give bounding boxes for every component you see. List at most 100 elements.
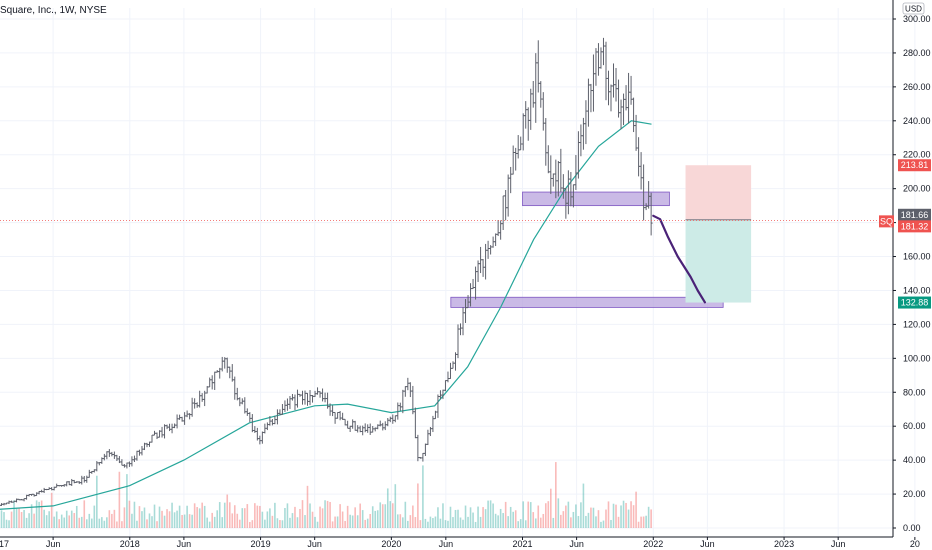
candle [594, 48, 598, 86]
volume-bar [304, 515, 306, 528]
candle [423, 443, 427, 456]
candle [230, 364, 234, 382]
candle [459, 323, 463, 336]
candle [198, 390, 202, 408]
candle [195, 402, 199, 408]
volume-bar [645, 515, 647, 528]
x-tick-label: Jun [831, 539, 846, 549]
volume-bar [381, 504, 384, 528]
svg-text:181.32: 181.32 [901, 221, 929, 231]
candle [225, 357, 229, 373]
volume-bar [88, 513, 91, 528]
candle [383, 421, 387, 431]
candle [378, 420, 382, 427]
candle [105, 451, 109, 460]
volume-bar [319, 506, 321, 528]
volume-bar [183, 514, 186, 528]
position-tool[interactable] [685, 165, 752, 303]
volume-bar [329, 501, 331, 528]
volume-bar [321, 508, 324, 528]
volume-bar [429, 516, 432, 528]
volume-bar [457, 509, 459, 528]
volume-bar [173, 512, 176, 528]
volume-bar [359, 503, 361, 528]
volume-bar [301, 500, 304, 528]
volume-bar [324, 500, 326, 528]
volume-bar [18, 507, 20, 528]
volume-bar [472, 512, 474, 528]
volume-bar [186, 505, 188, 528]
volume-bar [484, 509, 487, 528]
candle [504, 190, 508, 221]
volume-bar [251, 520, 254, 528]
volume-bar [640, 516, 642, 528]
position-stop-area[interactable] [685, 165, 752, 220]
volume-bar [266, 511, 269, 528]
volume-bar [38, 501, 40, 528]
volume-bar [366, 518, 369, 528]
price-candles [0, 37, 653, 506]
currency-badge[interactable]: USD [902, 2, 925, 15]
volume-bar [123, 507, 126, 528]
volume-bar [635, 491, 637, 528]
volume-bar [424, 518, 427, 528]
volume-bar [542, 513, 545, 528]
candle [290, 393, 294, 401]
volume-bar [13, 500, 15, 528]
candle [511, 145, 515, 175]
candle [529, 88, 533, 130]
candle [300, 390, 304, 405]
volume-bar [612, 503, 615, 528]
x-tick-label: 20 [910, 539, 920, 549]
volume-bar [427, 521, 429, 528]
volume-bar [532, 512, 535, 528]
candle [634, 114, 638, 151]
volume-bar [529, 502, 532, 528]
volume-bar [517, 521, 520, 528]
volume-bar [454, 509, 457, 528]
zones [450, 191, 724, 308]
candle [461, 307, 465, 336]
support-zone[interactable] [450, 296, 724, 308]
volume-bar [48, 511, 50, 528]
y-tick-label: 20.00 [903, 489, 926, 499]
volume-bar [447, 520, 449, 528]
volume-bar [507, 516, 509, 528]
candle [551, 173, 555, 187]
volume-bar [444, 520, 447, 528]
volume-bar [58, 519, 60, 528]
volume-bar [432, 518, 434, 528]
candle [494, 233, 498, 247]
volume-bar [161, 510, 163, 528]
candle [606, 70, 610, 106]
volume-bar [597, 510, 600, 528]
x-tick-label: 2017 [0, 539, 9, 549]
volume-bar [70, 510, 73, 528]
volume-bar [547, 501, 550, 528]
candle [451, 361, 455, 369]
candle [649, 192, 653, 236]
volume-bar [437, 507, 439, 528]
candle [484, 243, 488, 280]
volume-bar [228, 502, 231, 528]
volume-bar [509, 506, 512, 528]
candle [275, 409, 279, 425]
candle [617, 79, 621, 118]
volume-bar [269, 508, 271, 528]
volume-bar [75, 505, 78, 528]
volume-bar [605, 509, 607, 528]
volume-bar [171, 502, 173, 528]
position-target-area[interactable] [685, 219, 752, 303]
candle [150, 434, 154, 443]
volume-bar [397, 514, 399, 528]
volume-bar [539, 517, 542, 528]
volume-bar [83, 500, 86, 528]
volume-bar [10, 511, 13, 528]
volume-bar [412, 505, 414, 528]
candle [536, 40, 540, 93]
volume-bar [203, 505, 206, 528]
support-zone[interactable] [522, 191, 670, 207]
candle [446, 371, 450, 383]
